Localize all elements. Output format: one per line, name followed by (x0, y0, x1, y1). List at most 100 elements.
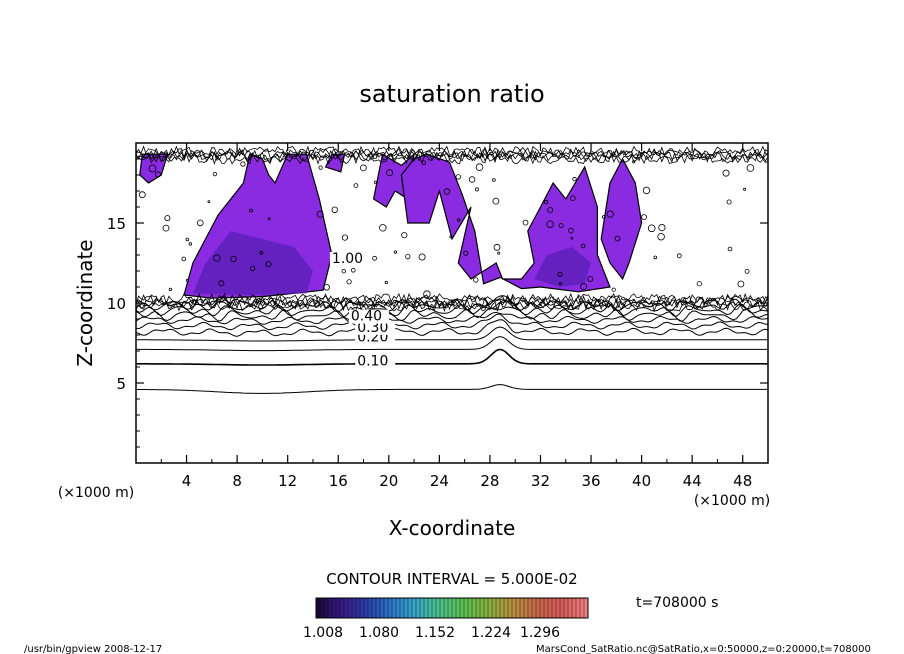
x-tick-label: 24 (430, 472, 449, 490)
contour-speckle (359, 164, 367, 172)
contour-speckle (557, 271, 563, 277)
colorbar-cell (468, 598, 473, 618)
contour-speckle (547, 207, 554, 213)
colorbar-cell (548, 598, 553, 618)
contour-speckle (559, 282, 563, 286)
colorbar-cell (368, 598, 373, 618)
colorbar-cell (372, 598, 377, 618)
contour-speckle (546, 220, 554, 228)
contour-speckle (570, 236, 574, 240)
contour-speckle (418, 253, 426, 261)
contour-speckle (601, 215, 606, 219)
contour-speckle (259, 250, 264, 255)
contour-speckle (543, 199, 549, 205)
x-tick-label: 8 (232, 472, 242, 490)
contour-speckle (449, 235, 453, 239)
contour-speckle (346, 279, 352, 285)
cloud-top-contour-0 (135, 153, 769, 165)
contour-speckle (316, 210, 324, 218)
contour-speckle (350, 267, 356, 273)
contour-speckle (401, 232, 408, 239)
supersaturated-region-4 (139, 153, 169, 184)
contour-speckle (647, 224, 656, 233)
colorbar-cell (472, 598, 477, 618)
contour-speckle (185, 278, 189, 282)
colorbar-cell (456, 598, 461, 618)
contour-speckle (658, 224, 666, 232)
contour-speckle (373, 180, 378, 184)
colorbar-cell (500, 598, 505, 618)
colorbar-cell (356, 598, 361, 618)
colorbar-cell (360, 598, 365, 618)
colorbar-cell (408, 598, 413, 618)
supersaturation-fill-layer (139, 152, 643, 299)
contour-speckle (568, 227, 574, 234)
contour-speckle (463, 250, 469, 256)
chart-title: saturation ratio (359, 80, 544, 108)
contour-speckle (737, 280, 745, 288)
colorbar-cell (440, 598, 445, 618)
x-tick-label: 20 (379, 472, 398, 490)
contour-speckle (164, 215, 171, 222)
x-unit-label-left: (×1000 m) (58, 485, 134, 501)
contour-speckle (405, 254, 411, 260)
x-tick-label: 4 (182, 472, 192, 490)
colorbar-cell (412, 598, 417, 618)
colorbar-tick-label: 1.152 (415, 625, 455, 641)
colorbar-cell (436, 598, 441, 618)
contour-speckle (353, 183, 359, 189)
contour-speckle (641, 214, 647, 221)
x-tick-label: 28 (480, 472, 499, 490)
contour-speckle (475, 163, 484, 172)
contour-speckle (572, 176, 577, 182)
colorbar-cell (496, 598, 501, 618)
contour-speckle (569, 195, 576, 202)
contour-speckle (727, 246, 733, 252)
contour-speckle (722, 169, 730, 177)
contour-label-0: 0.10 (357, 353, 388, 369)
colorbar-cell (488, 598, 493, 618)
cloud-base-contour-0 (135, 300, 769, 313)
x-tick-label: 36 (581, 472, 600, 490)
footer-left: /usr/bin/gpview 2008-12-17 (24, 644, 162, 654)
contour-speckle (558, 223, 564, 229)
x-tick-label: 12 (278, 472, 297, 490)
contour-speckle (474, 187, 479, 192)
contour-speckle (331, 206, 338, 213)
colorbar-cell (568, 598, 573, 618)
colorbar-cell (376, 598, 381, 618)
contour-speckle (726, 199, 732, 205)
colorbar-cell (396, 598, 401, 618)
contour-speckle (744, 268, 750, 274)
contour-label-bg (355, 354, 396, 369)
contour-speckle (384, 280, 388, 285)
colorbar-cell (520, 598, 525, 618)
y-tick-label: 10 (107, 295, 126, 313)
contour-label-bg (329, 252, 370, 266)
contour-speckle (492, 197, 500, 205)
contour-speckle (168, 287, 173, 292)
contour-speckle (230, 255, 237, 263)
core-region-1 (534, 247, 591, 287)
colorbar-cell (332, 598, 337, 618)
colorbar-cell (492, 598, 497, 618)
colorbar-cell (576, 598, 581, 618)
x-tick-label: 44 (683, 472, 702, 490)
colorbar-cell (580, 598, 585, 618)
y-tick-label: 5 (116, 375, 126, 393)
colorbar-cell (560, 598, 565, 618)
colorbar-cell (536, 598, 541, 618)
colorbar-cell (344, 598, 349, 618)
x-unit-label-right: (×1000 m) (694, 493, 770, 509)
contour-speckle (587, 276, 594, 282)
cloud-edge-contours-layer (135, 145, 769, 313)
cloud-base-contour-4 (135, 292, 769, 305)
contour-speckle (207, 200, 211, 204)
core-region-0 (192, 231, 313, 295)
contour-speckle (265, 261, 272, 268)
contour-speckle (746, 164, 755, 172)
colorbar-frame (315, 597, 589, 619)
colorbar-tick-label: 1.224 (471, 625, 511, 641)
contour-speckle (423, 290, 431, 298)
